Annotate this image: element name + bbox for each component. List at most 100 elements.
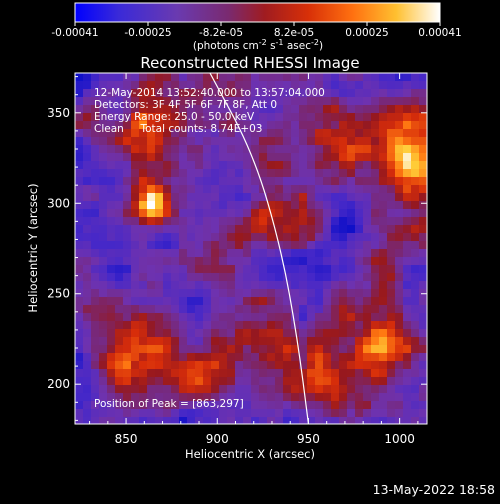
heatmap-cell <box>195 369 204 378</box>
heatmap-cell <box>219 305 228 314</box>
heatmap-cell <box>171 81 180 90</box>
heatmap-cell <box>267 129 276 138</box>
heatmap-cell <box>115 353 124 362</box>
heatmap-cell <box>395 353 404 362</box>
heatmap-cell <box>227 281 236 290</box>
heatmap-cell <box>275 193 284 202</box>
heatmap-cell <box>315 105 324 114</box>
heatmap-cell <box>187 329 196 338</box>
heatmap-cell <box>363 249 372 258</box>
heatmap-cell <box>339 377 348 386</box>
heatmap-cell <box>275 305 284 314</box>
heatmap-cell <box>347 337 356 346</box>
heatmap-cell <box>171 337 180 346</box>
heatmap-cell <box>339 233 348 242</box>
heatmap-cell <box>275 369 284 378</box>
heatmap-cell <box>91 241 100 250</box>
heatmap-cell <box>155 361 164 370</box>
annotation-method: Clean Total counts: 8.74E+03 <box>94 123 263 135</box>
heatmap-cell <box>131 273 140 282</box>
heatmap-cell <box>187 385 196 394</box>
heatmap-cell <box>411 137 420 146</box>
heatmap-cell <box>339 409 348 418</box>
heatmap-cell <box>275 177 284 186</box>
heatmap-cell <box>339 369 348 378</box>
heatmap-cell <box>107 233 116 242</box>
heatmap-cell <box>323 257 332 266</box>
heatmap-cell <box>171 193 180 202</box>
heatmap-cell <box>155 385 164 394</box>
heatmap-cell <box>395 289 404 298</box>
heatmap-cell <box>235 129 244 138</box>
heatmap-cell <box>163 329 172 338</box>
heatmap-cell <box>315 273 324 282</box>
heatmap-cell <box>291 369 300 378</box>
heatmap-cell <box>395 97 404 106</box>
heatmap-cell <box>283 193 292 202</box>
y-tick-label: 300 <box>47 196 70 210</box>
heatmap-cell <box>123 345 132 354</box>
heatmap-cell <box>355 177 364 186</box>
heatmap-cell <box>299 129 308 138</box>
heatmap-cell <box>211 369 220 378</box>
heatmap-cell <box>395 385 404 394</box>
heatmap-cell <box>187 113 196 122</box>
heatmap-cell <box>107 257 116 266</box>
heatmap-cell <box>243 161 252 170</box>
heatmap-cell <box>291 265 300 274</box>
heatmap-cell <box>275 353 284 362</box>
heatmap-cell <box>315 369 324 378</box>
heatmap-cell <box>347 185 356 194</box>
heatmap-cell <box>291 329 300 338</box>
heatmap-cell <box>299 73 308 82</box>
heatmap-cell <box>211 385 220 394</box>
heatmap-cell <box>403 161 412 170</box>
heatmap-cell <box>211 81 220 90</box>
heatmap-cell <box>147 321 156 330</box>
heatmap-cell <box>307 113 316 122</box>
heatmap-cell <box>299 137 308 146</box>
heatmap-cell <box>155 185 164 194</box>
heatmap-cell <box>395 329 404 338</box>
heatmap-cell <box>139 153 148 162</box>
heatmap-cell <box>347 257 356 266</box>
heatmap-cell <box>219 137 228 146</box>
heatmap-cell <box>131 417 140 424</box>
heatmap-cell <box>411 209 420 218</box>
y-tick-label: 250 <box>47 287 70 301</box>
heatmap-cell <box>219 329 228 338</box>
heatmap-cell <box>243 153 252 162</box>
heatmap-cell <box>75 297 84 306</box>
heatmap-cell <box>155 265 164 274</box>
heatmap-cell <box>355 369 364 378</box>
heatmap-cell <box>139 265 148 274</box>
heatmap-cell <box>371 385 380 394</box>
heatmap-cell <box>171 321 180 330</box>
heatmap-cell <box>75 417 84 424</box>
heatmap-cell <box>323 385 332 394</box>
heatmap-cell <box>387 201 396 210</box>
heatmap-cell <box>347 209 356 218</box>
heatmap-cell <box>323 121 332 130</box>
heatmap-cell <box>387 81 396 90</box>
heatmap-cell <box>339 265 348 274</box>
heatmap-cell <box>323 89 332 98</box>
heatmap-cell <box>291 89 300 98</box>
heatmap-cell <box>235 353 244 362</box>
heatmap-cell <box>147 105 156 114</box>
heatmap-cell <box>267 217 276 226</box>
heatmap-cell <box>363 89 372 98</box>
heatmap-cell <box>315 409 324 418</box>
heatmap-cell <box>371 369 380 378</box>
heatmap-cell <box>219 257 228 266</box>
heatmap-cell <box>347 161 356 170</box>
heatmap-cell <box>379 233 388 242</box>
heatmap-cell <box>267 385 276 394</box>
heatmap-cell <box>275 73 284 82</box>
heatmap-cell <box>243 241 252 250</box>
heatmap-cell <box>275 153 284 162</box>
heatmap-cell <box>155 121 164 130</box>
heatmap-cell <box>91 249 100 258</box>
heatmap-cell <box>379 209 388 218</box>
heatmap-cell <box>115 73 124 82</box>
